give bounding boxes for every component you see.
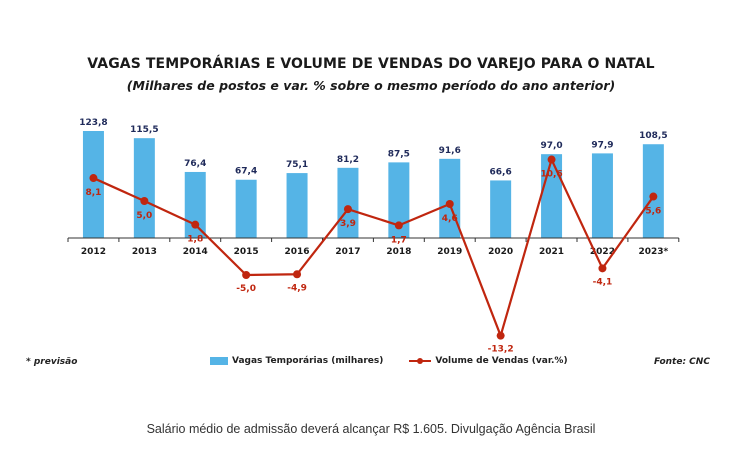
line-value-label: 4,6 bbox=[442, 214, 458, 224]
x-tick-label: 2017 bbox=[335, 247, 360, 257]
line-value-label: 3,9 bbox=[340, 219, 356, 229]
legend-item-line: Volume de Vendas (var.%) bbox=[409, 356, 568, 366]
bar-value-label: 97,0 bbox=[540, 141, 562, 151]
bar-2023* bbox=[642, 144, 664, 238]
bar-2017 bbox=[337, 167, 359, 238]
x-tick-label: 2014 bbox=[183, 247, 208, 257]
line-point-2022 bbox=[598, 264, 607, 273]
x-tick-label: 2019 bbox=[437, 247, 462, 257]
x-tick-label: 2022 bbox=[590, 247, 615, 257]
line-value-label: 5,0 bbox=[136, 211, 152, 221]
line-point-2014 bbox=[191, 220, 200, 229]
line-point-2023* bbox=[649, 192, 658, 201]
x-tick-label: 2021 bbox=[539, 247, 564, 257]
bar-2022 bbox=[591, 153, 613, 238]
line-value-label: -5,0 bbox=[236, 284, 256, 294]
bar-value-label: 87,5 bbox=[388, 149, 410, 159]
x-axis: 2012 2013 2014 2015 2016 2017 2018 2019 2020 2021… bbox=[67, 237, 680, 257]
source-note: Fonte: CNC bbox=[654, 357, 710, 367]
bar-value-label: 97,9 bbox=[591, 140, 613, 150]
x-tick-label: 2015 bbox=[234, 247, 259, 257]
chart-title: VAGAS TEMPORÁRIAS E VOLUME DE VENDAS DO … bbox=[87, 56, 655, 72]
line-point-2012 bbox=[89, 174, 98, 183]
line-value-label: 1,7 bbox=[391, 235, 407, 245]
bar-2019 bbox=[439, 158, 461, 238]
line-point-2017 bbox=[343, 205, 352, 214]
bar-2016 bbox=[286, 173, 308, 238]
line-value-label: -4,9 bbox=[287, 283, 307, 293]
line-series bbox=[89, 155, 658, 340]
chart-subtitle: (Milhares de postos e var. % sobre o mes… bbox=[126, 78, 616, 93]
forecast-note: * previsão bbox=[26, 357, 78, 367]
bar-series bbox=[82, 131, 664, 238]
line-value-label: 10,6 bbox=[540, 170, 562, 180]
bar-value-label: 81,2 bbox=[337, 155, 359, 165]
line-value-label: -13,2 bbox=[488, 345, 514, 355]
bar-value-label: 91,6 bbox=[439, 146, 461, 156]
sales-volume-line bbox=[92, 158, 655, 337]
data-labels: 123,8 115,5 76,4 67,4 75,1 81,2 87,5 91,6 66,6 97… bbox=[79, 118, 667, 355]
bar-value-label: 123,8 bbox=[79, 118, 107, 128]
x-tick-label: 2018 bbox=[386, 247, 411, 257]
bar-2013 bbox=[133, 138, 155, 238]
bar-2015 bbox=[235, 179, 257, 238]
line-value-label: 5,6 bbox=[645, 207, 661, 217]
chart-card bbox=[8, 12, 734, 396]
bar-value-label: 67,4 bbox=[235, 167, 257, 177]
image-caption: Salário médio de admissão deverá alcança… bbox=[146, 422, 596, 436]
x-tick-label: 2023* bbox=[638, 247, 668, 257]
x-tick-label: 2012 bbox=[81, 247, 106, 257]
bar-value-label: 76,4 bbox=[184, 159, 206, 169]
bar-value-label: 66,6 bbox=[490, 167, 512, 177]
x-tick-label: 2013 bbox=[132, 247, 157, 257]
legend: Vagas Temporárias (milhares) Volume de V… bbox=[210, 356, 568, 366]
line-value-label: 8,1 bbox=[85, 188, 101, 198]
bar-value-label: 75,1 bbox=[286, 160, 308, 170]
x-tick-label: 2020 bbox=[488, 247, 513, 257]
legend-item-bars: Vagas Temporárias (milhares) bbox=[210, 356, 383, 366]
bar-value-label: 115,5 bbox=[130, 125, 158, 135]
line-point-2021 bbox=[547, 155, 556, 164]
bar-value-label: 108,5 bbox=[639, 131, 667, 141]
line-point-2015 bbox=[242, 271, 251, 279]
line-point-2013 bbox=[140, 197, 149, 205]
line-point-2018 bbox=[394, 221, 403, 230]
legend-swatch-bars bbox=[210, 357, 228, 365]
line-point-2016 bbox=[293, 270, 302, 279]
line-value-label: -4,1 bbox=[593, 277, 613, 287]
bar-2018 bbox=[388, 162, 410, 238]
x-tick-label: 2016 bbox=[285, 247, 310, 257]
legend-label-line: Volume de Vendas (var.%) bbox=[435, 356, 568, 366]
line-point-2020 bbox=[496, 331, 505, 340]
legend-swatch-line bbox=[409, 358, 432, 364]
legend-label-bars: Vagas Temporárias (milhares) bbox=[232, 356, 384, 366]
line-value-label: 1,8 bbox=[187, 235, 203, 245]
line-point-2019 bbox=[445, 199, 454, 208]
bar-2021 bbox=[541, 154, 563, 238]
bar-2012 bbox=[82, 131, 104, 238]
bar-2020 bbox=[490, 180, 512, 238]
